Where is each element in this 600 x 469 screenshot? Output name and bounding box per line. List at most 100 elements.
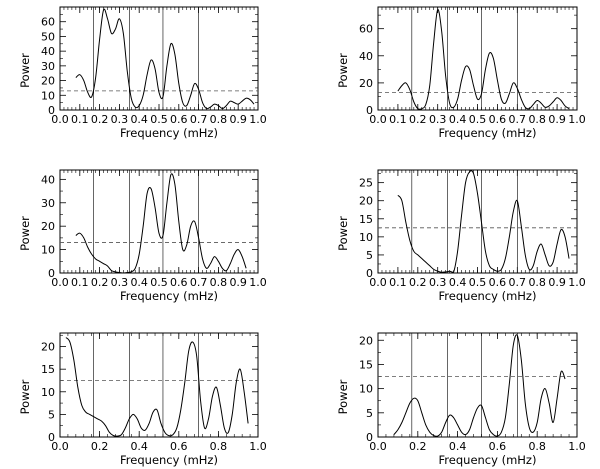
x-tick-label: 0.5	[469, 113, 487, 126]
x-tick-label: 0.1	[389, 276, 407, 289]
y-tick-label: 40	[41, 45, 55, 58]
x-tick-label: 0.1	[389, 113, 407, 126]
x-tick-label: 0.6	[489, 113, 507, 126]
panel-4: 0.0 0.1 0.2 0.3 0.4 0.5 0.6 0.7 0.8 0.9 1.0 0 5 10 15 2…	[336, 169, 586, 303]
x-tick-label: 0.6	[170, 113, 188, 126]
y-tick-label: 15	[41, 363, 55, 376]
x-tick-label: 0.5	[150, 276, 168, 289]
y-tick-label: 20	[41, 75, 55, 88]
plot-frame	[59, 6, 259, 111]
y-tick-label: 20	[359, 195, 373, 208]
x-tick-label: 1.0	[568, 113, 586, 126]
x-tick-label: 0.7	[509, 276, 527, 289]
x-tick-label: 0.8	[210, 440, 228, 453]
x-tick-label: 1.0	[568, 440, 586, 453]
x-tick-label: 1.0	[568, 276, 586, 289]
x-tick-label: 1.0	[249, 276, 267, 289]
x-tick-label: 0.4	[130, 113, 148, 126]
y-tick-label: 5	[366, 407, 373, 420]
x-tick-label: 0.9	[548, 276, 566, 289]
y-tick-label: 15	[359, 213, 373, 226]
x-tick-label: 0.1	[71, 276, 89, 289]
power-spectrum-line	[397, 9, 570, 110]
y-tick-label: 0	[366, 431, 373, 444]
y-tick-label: 20	[41, 341, 55, 354]
x-tick-label: 0.8	[210, 113, 228, 126]
x-axis-title: Frequency (mHz)	[120, 453, 218, 467]
y-tick-label: 40	[359, 50, 373, 63]
x-tick-label: 0.2	[91, 440, 109, 453]
x-tick-label: 0.3	[111, 113, 129, 126]
y-tick-label: 0	[48, 431, 55, 444]
y-tick-label: 0	[366, 104, 373, 117]
y-axis-title: Power	[336, 53, 350, 88]
x-axis-title: Frequency (mHz)	[439, 289, 537, 303]
y-axis-title: Power	[18, 379, 32, 414]
y-axis-title: Power	[18, 53, 32, 88]
x-tick-label: 0.3	[429, 276, 447, 289]
x-tick-label: 0.4	[130, 440, 148, 453]
x-tick-label: 0.8	[528, 276, 546, 289]
y-tick-label: 10	[41, 386, 55, 399]
y-tick-label: 40	[41, 173, 55, 186]
y-tick-label: 30	[41, 197, 55, 210]
panel-2: 0.0 0.1 0.2 0.3 0.4 0.5 0.6 0.7 0.8 0.9 1.0 0 20 40 60…	[336, 6, 586, 140]
x-tick-label: 0.0	[51, 276, 69, 289]
plot-frame	[59, 169, 259, 274]
x-tick-label: 1.0	[249, 440, 267, 453]
power-spectrum-line	[65, 337, 249, 437]
x-tick-label: 0.4	[449, 440, 467, 453]
y-tick-label: 30	[41, 60, 55, 73]
x-tick-label: 0.3	[429, 113, 447, 126]
x-tick-label: 0.2	[409, 113, 427, 126]
x-tick-label: 0.0	[51, 440, 69, 453]
panel-5: 0.0 0.2 0.4 0.6 0.8 1.0 0 5 10 15 20 Frequency (mHz…	[18, 332, 267, 467]
x-tick-label: 0.6	[489, 276, 507, 289]
x-tick-label: 0.2	[409, 276, 427, 289]
x-tick-label: 0.9	[229, 113, 247, 126]
x-axis-title: Frequency (mHz)	[439, 126, 537, 140]
x-tick-label: 0.3	[111, 276, 129, 289]
x-tick-label: 0.0	[51, 113, 69, 126]
y-tick-label: 10	[41, 89, 55, 102]
x-tick-label: 0.9	[229, 276, 247, 289]
plot-frame	[377, 169, 578, 274]
y-tick-label: 20	[359, 334, 373, 347]
y-axis-title: Power	[336, 216, 350, 251]
panel-3: 0.0 0.1 0.2 0.3 0.4 0.5 0.6 0.7 0.8 0.9 1.0 0 10 20 30…	[18, 169, 267, 303]
x-tick-label: 0.4	[130, 276, 148, 289]
y-tick-label: 0	[366, 267, 373, 280]
plot-frame	[377, 6, 578, 111]
x-tick-label: 0.4	[449, 276, 467, 289]
x-tick-label: 0.6	[170, 440, 188, 453]
x-tick-label: 0.9	[548, 113, 566, 126]
x-tick-label: 0.0	[369, 276, 387, 289]
panel-6: 0.0 0.2 0.4 0.6 0.8 1.0 0 5 10 15 20 Frequency (mHz…	[336, 332, 586, 467]
x-axis-title: Frequency (mHz)	[120, 289, 218, 303]
x-tick-label: 0.8	[528, 440, 546, 453]
x-tick-label: 0.6	[489, 440, 507, 453]
y-tick-label: 20	[359, 77, 373, 90]
y-tick-label: 10	[359, 231, 373, 244]
power-spectrum-line	[393, 334, 566, 437]
x-tick-label: 0.7	[190, 276, 208, 289]
x-tick-label: 0.2	[91, 113, 109, 126]
plot-frame	[59, 332, 259, 438]
x-tick-label: 0.5	[469, 276, 487, 289]
x-tick-label: 0.1	[71, 113, 89, 126]
y-tick-label: 60	[41, 16, 55, 29]
x-tick-label: 0.6	[170, 276, 188, 289]
y-tick-label: 0	[48, 104, 55, 117]
x-tick-label: 0.2	[91, 276, 109, 289]
power-spectrum-line	[75, 173, 247, 274]
y-tick-label: 60	[359, 23, 373, 36]
y-axis-title: Power	[18, 216, 32, 251]
x-tick-label: 0.5	[150, 113, 168, 126]
x-tick-label: 0.2	[409, 440, 427, 453]
x-tick-label: 0.8	[210, 276, 228, 289]
y-tick-label: 10	[41, 244, 55, 257]
x-tick-label: 0.4	[449, 113, 467, 126]
y-tick-label: 15	[359, 358, 373, 371]
x-tick-label: 0.7	[190, 113, 208, 126]
y-tick-label: 25	[359, 177, 373, 190]
